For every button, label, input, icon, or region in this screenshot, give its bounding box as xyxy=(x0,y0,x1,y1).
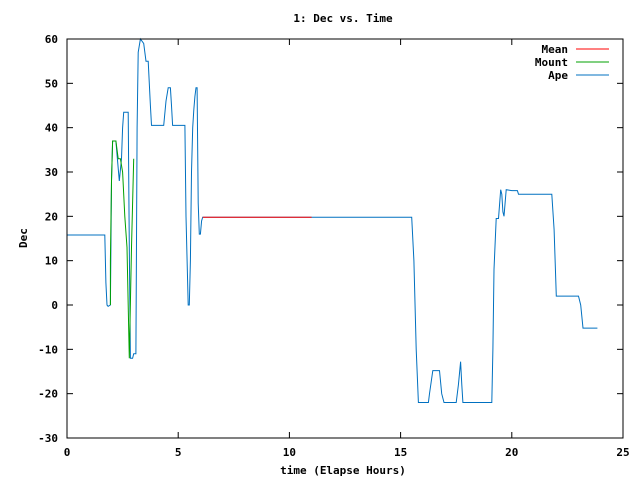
plot-frame xyxy=(66,38,624,439)
y-tick-label: 0 xyxy=(51,299,58,312)
y-tick-label: 50 xyxy=(45,77,58,90)
series-line-mount xyxy=(109,140,135,359)
y-axis-ticks: -30 -20 -10 0 10 20 30 40 50 60 xyxy=(38,33,623,445)
y-tick-label: -20 xyxy=(38,388,58,401)
y-tick-label: 20 xyxy=(45,210,58,223)
legend-label-mount: Mount xyxy=(535,56,568,69)
x-tick-label: 25 xyxy=(616,446,629,459)
y-tick-label: -30 xyxy=(38,432,58,445)
y-tick-label: -10 xyxy=(38,343,58,356)
y-tick-label: 60 xyxy=(45,33,58,46)
x-tick-label: 0 xyxy=(64,446,71,459)
x-tick-label: 5 xyxy=(175,446,182,459)
x-axis-label: time (Elapse Hours) xyxy=(280,464,406,477)
x-tick-label: 20 xyxy=(505,446,518,459)
legend-label-mean: Mean xyxy=(542,43,569,56)
chart-title: 1: Dec vs. Time xyxy=(293,12,393,25)
series-line-ape xyxy=(67,37,598,403)
legend-label-ape: Ape xyxy=(548,69,568,82)
y-axis-label: Dec xyxy=(17,228,30,248)
x-tick-label: 10 xyxy=(283,446,296,459)
y-tick-label: 40 xyxy=(45,122,58,135)
x-axis-ticks: 0 5 10 15 20 25 xyxy=(64,39,630,459)
y-tick-label: 10 xyxy=(45,255,58,268)
series-layer xyxy=(67,37,598,403)
y-tick-label: 30 xyxy=(45,166,58,179)
x-tick-label: 15 xyxy=(394,446,407,459)
